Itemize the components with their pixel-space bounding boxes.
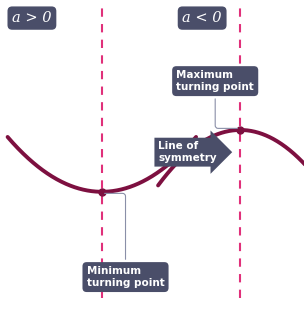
Text: Maximum
turning point: Maximum turning point <box>176 70 254 128</box>
Text: a > 0: a > 0 <box>12 11 52 25</box>
Text: Minimum
turning point: Minimum turning point <box>87 193 164 288</box>
Text: a < 0: a < 0 <box>182 11 222 25</box>
Text: Line of
symmetry: Line of symmetry <box>158 141 217 163</box>
